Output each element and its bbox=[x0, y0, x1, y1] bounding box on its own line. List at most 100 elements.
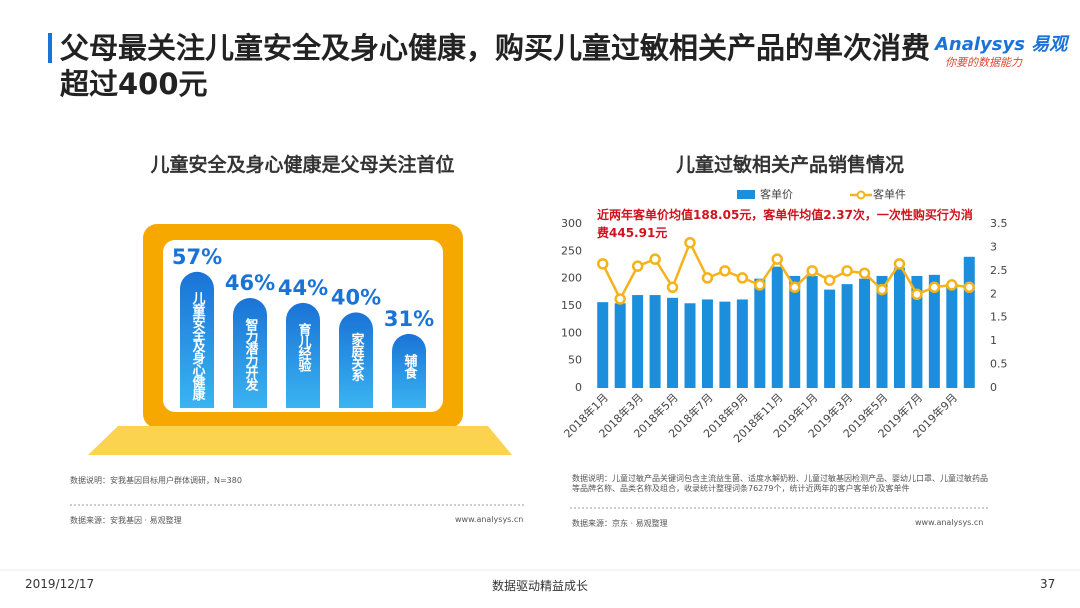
bar bbox=[597, 302, 609, 388]
bar bbox=[701, 299, 713, 388]
point bbox=[631, 260, 644, 272]
slide-title: 父母最关注儿童安全及身心健康，购买儿童过敏相关产品的单次消费超过400元 bbox=[60, 31, 931, 101]
category-label: 育儿经验 bbox=[296, 322, 313, 373]
point bbox=[806, 265, 818, 277]
note: 数据说明：安我基因目标用户群体调研，N=380 bbox=[70, 476, 242, 485]
line bbox=[601, 239, 970, 302]
category-label: 儿童安全及身心健康 bbox=[190, 292, 207, 402]
bar bbox=[719, 301, 731, 388]
y2-tick-label: 2 bbox=[990, 287, 997, 300]
bar bbox=[614, 303, 626, 388]
bar bbox=[684, 303, 696, 388]
bar bbox=[632, 295, 644, 388]
legend-label: 客单件 bbox=[873, 187, 906, 201]
y2-tick-label: 0 bbox=[990, 381, 997, 394]
y-tick-label: 150 bbox=[561, 299, 582, 312]
bar bbox=[649, 295, 661, 388]
category-label: 智力潜力开发 bbox=[243, 318, 260, 393]
point bbox=[876, 283, 888, 296]
bar bbox=[392, 333, 426, 408]
bar bbox=[233, 298, 267, 408]
source: 数据来源：京东 · 易观整理 bbox=[572, 519, 668, 528]
y2-tick-label: 1.5 bbox=[990, 311, 1008, 324]
point bbox=[666, 281, 679, 294]
brand-cn: 易观 bbox=[1031, 34, 1068, 55]
bar bbox=[806, 275, 818, 388]
point bbox=[946, 279, 958, 291]
laptop-base bbox=[88, 426, 512, 455]
point bbox=[928, 281, 941, 294]
bar bbox=[789, 275, 801, 388]
point bbox=[963, 281, 976, 294]
bar bbox=[180, 271, 214, 408]
chart-title: 儿童安全及身心健康是父母关注首位 bbox=[150, 154, 455, 176]
point bbox=[823, 274, 836, 286]
bar bbox=[339, 312, 373, 408]
y2-tick-label: 3.5 bbox=[990, 217, 1008, 230]
y-tick-label: 0 bbox=[575, 381, 582, 394]
y2-tick-label: 0.5 bbox=[990, 358, 1008, 371]
point bbox=[754, 279, 766, 291]
point bbox=[701, 272, 714, 284]
y-tick-label: 50 bbox=[568, 354, 582, 367]
point bbox=[893, 258, 906, 270]
y2-tick-label: 3 bbox=[990, 240, 997, 253]
point bbox=[684, 236, 696, 249]
legend-label: 客单价 bbox=[760, 187, 793, 201]
bar bbox=[911, 275, 923, 388]
date: 2019/12/17 bbox=[25, 577, 95, 591]
bar bbox=[946, 284, 958, 388]
bar bbox=[859, 278, 871, 388]
slogan: 数据驱动精益成长 bbox=[491, 579, 588, 593]
point bbox=[719, 265, 731, 277]
bar bbox=[928, 274, 940, 388]
brand-en: Analysys bbox=[935, 34, 1025, 55]
bar bbox=[736, 299, 748, 388]
brand: Analysys 易观 bbox=[935, 30, 1067, 56]
y-tick-label: 200 bbox=[561, 272, 582, 285]
value-label: 40% bbox=[331, 285, 381, 309]
website: www.analysys.cn bbox=[455, 515, 524, 524]
bar bbox=[771, 266, 783, 388]
legend-swatch bbox=[737, 190, 755, 199]
bar bbox=[754, 278, 766, 388]
point bbox=[788, 281, 801, 294]
value-label: 31% bbox=[384, 307, 434, 331]
note: 数据说明：儿童过敏产品关键词包含主流益生菌、适度水解奶粉、儿童过敏基因检测产品、… bbox=[572, 474, 988, 493]
point bbox=[858, 267, 871, 279]
bar bbox=[286, 302, 320, 408]
y2-tick-label: 2.5 bbox=[990, 264, 1008, 277]
point bbox=[596, 258, 609, 270]
source: 数据来源：安我基因 · 易观整理 bbox=[70, 516, 182, 525]
bar bbox=[824, 289, 836, 388]
bar bbox=[893, 267, 905, 388]
bar bbox=[963, 256, 975, 388]
bar bbox=[876, 275, 888, 388]
y-tick-label: 250 bbox=[561, 244, 582, 257]
value-label: 57% bbox=[172, 245, 222, 269]
tagline: 你要的数据能力 bbox=[945, 56, 1022, 69]
bar bbox=[667, 297, 679, 388]
point bbox=[911, 288, 923, 301]
bar bbox=[841, 284, 853, 388]
point bbox=[841, 265, 853, 277]
website: www.analysys.cn bbox=[915, 518, 984, 527]
point bbox=[649, 253, 661, 265]
category-label: 家庭关系 bbox=[349, 332, 365, 383]
chart-title: 儿童过敏相关产品销售情况 bbox=[675, 154, 904, 176]
legend-swatch bbox=[856, 190, 866, 200]
title-bar bbox=[48, 33, 52, 63]
point bbox=[614, 293, 626, 305]
value-label: 44% bbox=[278, 276, 328, 300]
category-label: 辅食 bbox=[402, 353, 418, 380]
y-tick-label: 300 bbox=[561, 217, 582, 230]
y-tick-label: 100 bbox=[561, 326, 582, 339]
point bbox=[771, 253, 784, 265]
value-label: 46% bbox=[225, 271, 275, 295]
annotation: 近两年客单价均值188.05元，客单件均值2.37次，一次性购买行为消费445.… bbox=[597, 208, 973, 240]
page-number: 37 bbox=[1040, 577, 1056, 591]
y2-tick-label: 1 bbox=[990, 334, 997, 347]
point bbox=[736, 272, 749, 284]
